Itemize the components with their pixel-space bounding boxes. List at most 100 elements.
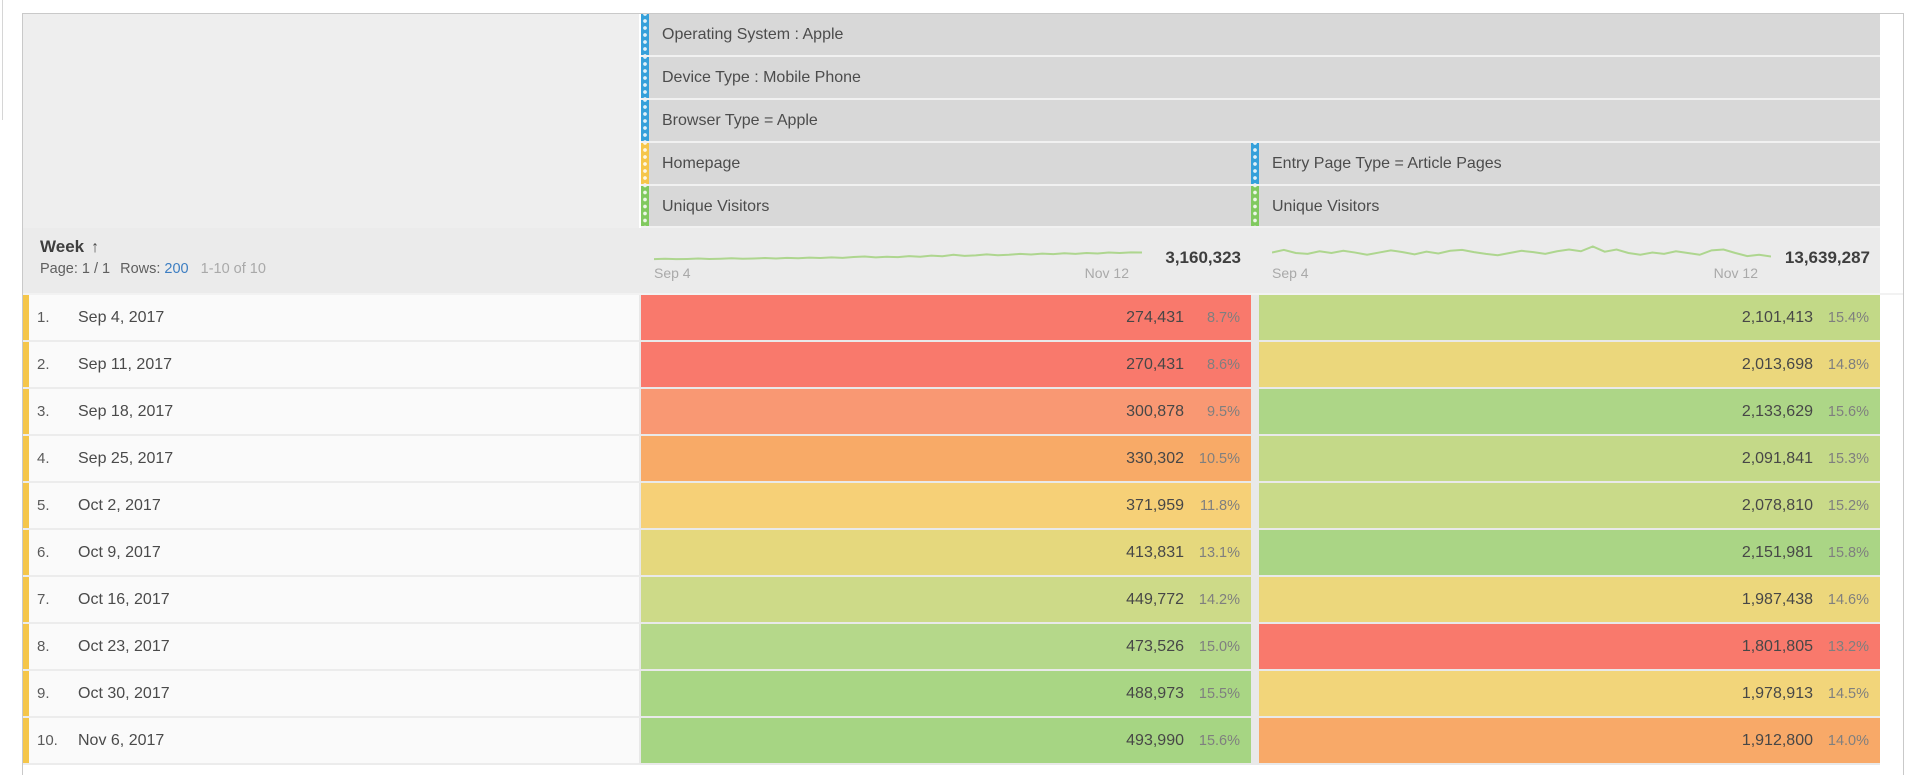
table-row-label[interactable]: 3. Sep 18, 2017 — [23, 389, 641, 436]
data-cell[interactable]: 449,772 14.2% — [641, 577, 1251, 624]
data-cell[interactable]: 2,101,413 15.4% — [1259, 295, 1880, 342]
data-cell[interactable]: 2,151,981 15.8% — [1259, 530, 1880, 577]
freeform-table: Operating System : Apple Device Type : M… — [23, 14, 1903, 775]
row-range-text: 1-10 of 10 — [200, 261, 266, 277]
table-row-label[interactable]: 2. Sep 11, 2017 — [23, 342, 641, 389]
cell-value: 330,302 — [1126, 449, 1184, 467]
cell-value: 473,526 — [1126, 637, 1184, 655]
table-row-label[interactable]: 9. Oct 30, 2017 — [23, 671, 641, 718]
segment-drag-handle-icon — [1251, 143, 1259, 184]
data-cell[interactable]: 1,801,805 13.2% — [1259, 624, 1880, 671]
cell-value: 2,078,810 — [1741, 496, 1813, 514]
cell-percent: 15.2% — [1827, 497, 1869, 514]
cell-value: 2,101,413 — [1741, 308, 1813, 326]
cell-value: 2,091,841 — [1741, 449, 1813, 467]
table-row-label[interactable]: 5. Oct 2, 2017 — [23, 483, 641, 530]
metric-header-unique-visitors-col1[interactable]: Unique Visitors — [641, 186, 1251, 228]
cell-percent: 8.7% — [1206, 309, 1240, 326]
data-cell[interactable]: 371,959 11.8% — [641, 483, 1251, 530]
data-cell[interactable]: 493,990 15.6% — [641, 718, 1251, 765]
data-cell[interactable]: 1,912,800 14.0% — [1259, 718, 1880, 765]
week-column-header[interactable]: Week ↑ Page: 1 / 1 Rows: 200 1-10 of 10 — [23, 228, 641, 293]
metric-header-unique-visitors-col2[interactable]: Unique Visitors — [1251, 186, 1880, 228]
cell-percent: 15.3% — [1827, 450, 1869, 467]
dimension-title[interactable]: Week — [40, 237, 85, 256]
cell-value: 2,151,981 — [1741, 543, 1813, 561]
dimension-row-strip — [23, 436, 29, 481]
metric-drag-handle-icon — [1251, 186, 1259, 226]
column-total-value: 13,639,287 — [1784, 248, 1870, 267]
cell-value: 449,772 — [1126, 590, 1184, 608]
column-gap — [1251, 577, 1259, 624]
data-cell[interactable]: 1,978,913 14.5% — [1259, 671, 1880, 718]
table-row-label[interactable]: 1. Sep 4, 2017 — [23, 295, 641, 342]
data-cell[interactable]: 1,987,438 14.6% — [1259, 577, 1880, 624]
rows-count-link[interactable]: 200 — [164, 261, 189, 277]
metric-label: Unique Visitors — [662, 198, 770, 215]
table-row-label[interactable]: 7. Oct 16, 2017 — [23, 577, 641, 624]
table-row-label[interactable]: 4. Sep 25, 2017 — [23, 436, 641, 483]
data-cell[interactable]: 2,091,841 15.3% — [1259, 436, 1880, 483]
cell-value: 2,013,698 — [1741, 355, 1813, 373]
dimension-row-strip — [23, 295, 29, 340]
column-gap — [1251, 671, 1259, 718]
cell-percent: 14.6% — [1827, 591, 1869, 608]
column-gap — [1251, 389, 1259, 436]
cell-value: 2,133,629 — [1741, 402, 1813, 420]
row-number: 4. — [37, 450, 50, 467]
sparkline-start-label: Sep 4 — [654, 265, 691, 281]
cell-percent: 10.5% — [1198, 450, 1240, 467]
dimension-row-strip — [23, 624, 29, 669]
row-number: 5. — [37, 497, 50, 514]
table-row-label[interactable]: 8. Oct 23, 2017 — [23, 624, 641, 671]
column-header-entry-page-type[interactable]: Entry Page Type = Article Pages — [1251, 143, 1880, 186]
cell-percent: 13.2% — [1827, 638, 1869, 655]
divider — [23, 293, 1903, 295]
segment-drag-handle-icon — [641, 14, 649, 55]
sparkline-homepage — [654, 237, 1142, 267]
row-dimension-value: Oct 23, 2017 — [78, 637, 170, 655]
segment-header-browser-type[interactable]: Browser Type = Apple — [641, 100, 1880, 143]
page-label: Page: — [40, 261, 78, 277]
data-cell[interactable]: 330,302 10.5% — [641, 436, 1251, 483]
cell-percent: 15.0% — [1198, 638, 1240, 655]
dimension-row-strip — [23, 718, 29, 763]
row-number: 1. — [37, 309, 50, 326]
data-cell[interactable]: 2,013,698 14.8% — [1259, 342, 1880, 389]
cell-value: 300,878 — [1126, 402, 1184, 420]
data-cell[interactable]: 274,431 8.7% — [641, 295, 1251, 342]
dimension-row-strip — [23, 530, 29, 575]
row-dimension-value: Oct 30, 2017 — [78, 684, 170, 702]
dimension-row-strip — [23, 483, 29, 528]
screen-edge-line — [2, 0, 3, 120]
table-row-label[interactable]: 6. Oct 9, 2017 — [23, 530, 641, 577]
data-cell[interactable]: 473,526 15.0% — [641, 624, 1251, 671]
data-cell[interactable]: 270,431 8.6% — [641, 342, 1251, 389]
column-gap — [1251, 483, 1259, 530]
dimension-row-strip — [23, 342, 29, 387]
cell-value: 1,801,805 — [1741, 637, 1813, 655]
sparkline-article-pages — [1272, 237, 1771, 267]
data-cell[interactable]: 300,878 9.5% — [641, 389, 1251, 436]
segment-drag-handle-icon — [641, 57, 649, 98]
cell-percent: 15.8% — [1827, 544, 1869, 561]
data-cell[interactable]: 488,973 15.5% — [641, 671, 1251, 718]
sort-ascending-icon[interactable]: ↑ — [91, 239, 100, 256]
row-dimension-value: Sep 18, 2017 — [78, 402, 174, 420]
table-row-label[interactable]: 10. Nov 6, 2017 — [23, 718, 641, 765]
segment-header-operating-system[interactable]: Operating System : Apple — [641, 14, 1880, 57]
row-dimension-value: Oct 16, 2017 — [78, 590, 170, 608]
cell-percent: 8.6% — [1206, 356, 1240, 373]
row-number: 6. — [37, 544, 50, 561]
segment-label: Operating System : Apple — [662, 26, 844, 43]
data-cell[interactable]: 2,133,629 15.6% — [1259, 389, 1880, 436]
column-header-homepage[interactable]: Homepage — [641, 143, 1251, 186]
data-cell[interactable]: 2,078,810 15.2% — [1259, 483, 1880, 530]
segment-header-device-type[interactable]: Device Type : Mobile Phone — [641, 57, 1880, 100]
data-cell[interactable]: 413,831 13.1% — [641, 530, 1251, 577]
cell-value: 493,990 — [1126, 731, 1184, 749]
dimension-row-strip — [23, 577, 29, 622]
row-dimension-value: Oct 2, 2017 — [78, 496, 161, 514]
cell-percent: 14.2% — [1198, 591, 1240, 608]
column-total-value: 3,160,323 — [1165, 248, 1241, 267]
